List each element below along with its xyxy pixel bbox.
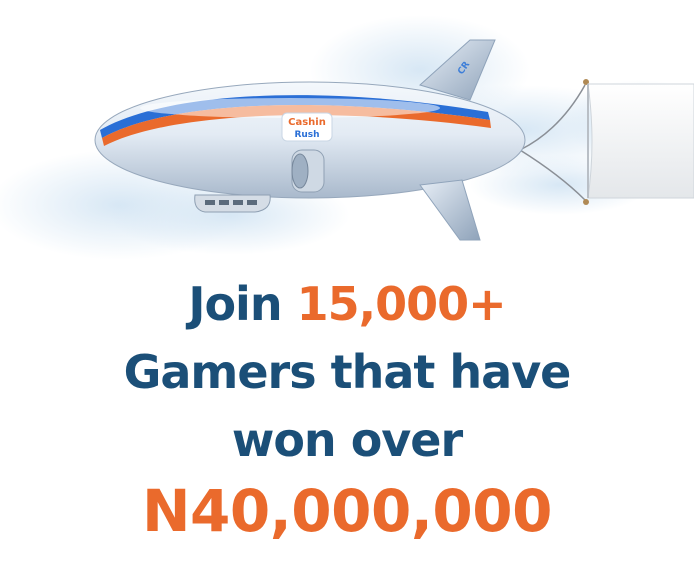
join-text: Join: [188, 277, 282, 331]
engine-icon: [291, 149, 325, 193]
svg-text:Cashin: Cashin: [288, 117, 326, 128]
tail-fin-icon: [419, 39, 496, 101]
headline-line-2: Gamers that have: [123, 345, 572, 399]
headline-line-3: won over: [231, 413, 463, 467]
banner-flag-icon: [587, 83, 694, 199]
svg-text:Rush: Rush: [294, 130, 319, 140]
headline: Join 15,000+ Gamers that have won over N…: [0, 270, 694, 548]
blimp-scene: CR Cashin Rush: [0, 15, 694, 260]
headline-line-1: Join 15,000+: [0, 270, 694, 338]
bottom-fin-icon: [419, 179, 481, 241]
gondola-icon: [194, 194, 271, 213]
prize-amount: N40,000,000: [142, 477, 552, 545]
cashinrush-logo: Cashin Rush: [281, 112, 333, 142]
gamers-count: 15,000+: [296, 277, 507, 331]
